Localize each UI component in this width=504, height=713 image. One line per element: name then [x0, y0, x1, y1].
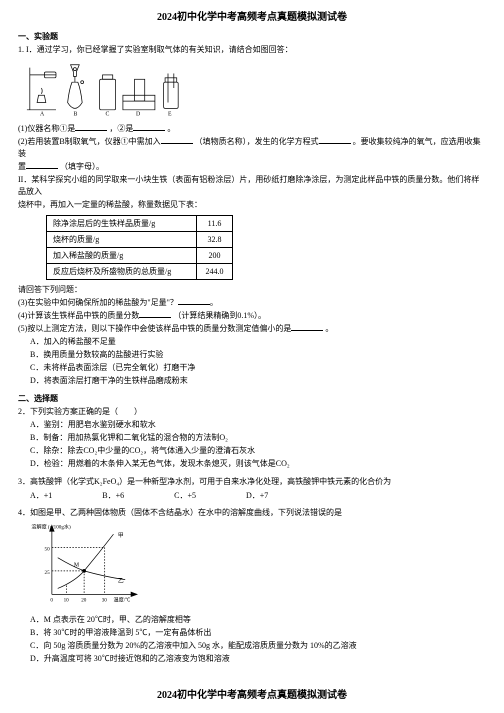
q1-3-text: (3)在实验中如何确保所加的稀盐酸为"足量"？ — [18, 298, 178, 307]
q1-part2: (2)若用装置B制取氧气，仪器①中需加入 （填物质名称），发生的化学方程式 。要… — [18, 136, 486, 160]
section-2-title: 二、选择题 — [18, 393, 486, 404]
ytick-50: 50 — [45, 546, 51, 552]
label-e: E — [168, 112, 172, 118]
solubility-chart: 溶解度 (g/100g水) 50 25 10 20 30 温度/℃ M 甲 乙 … — [30, 521, 150, 609]
q4-opt-b: B．将 30℃时的甲溶液降温到 5℃，一定有晶体析出 — [30, 627, 486, 639]
blank — [139, 310, 171, 318]
q4-opt-d: D．升高温度可将 30℃时接近饱和的乙溶液变为饱和溶液 — [30, 653, 486, 665]
q3-opt-b: B．+6 — [102, 490, 124, 501]
q1-5-opt-b: B．换用质量分数较高的盐酸进行实验 — [30, 349, 486, 361]
page-footer: 2024初中化学中考高频考点真题模拟测试卷 — [0, 686, 504, 701]
apparatus-figure: A B C D E — [24, 58, 184, 118]
ylabel: 溶解度 (g/100g水) — [31, 522, 71, 530]
q2-opt-a: A．鉴别：用肥皂水鉴别硬水和软水 — [30, 419, 486, 431]
q3-opt-d: D．+7 — [246, 490, 268, 501]
series-jia: 甲 — [118, 532, 124, 539]
table-row: 烧杯的质量/g32.8 — [47, 232, 233, 248]
label-c: C — [105, 112, 109, 118]
q1-3: (3)在实验中如何确保所加的稀盐酸为"足量"？。 — [18, 297, 486, 309]
table-row: 除净涂层后的生铁样品质量/g11.6 — [47, 216, 233, 232]
data-table: 除净涂层后的生铁样品质量/g11.6 烧杯的质量/g32.8 加入稀盐酸的质量/… — [46, 215, 233, 280]
q3-options-row: A．+1 B．+6 C．+5 D．+7 — [30, 490, 486, 501]
q1-4a: (4)计算该生铁样品中铁的质量分数 — [18, 311, 139, 320]
q3-opt-a: A．+1 — [30, 490, 52, 501]
q1-4b: （计算结果精确到0.1%）。 — [173, 311, 266, 320]
cell-value: 200 — [197, 248, 233, 264]
section-1-title: 一、实验题 — [18, 31, 486, 42]
q1-II: II．某科学探究小组的同学取来一小块生铁（表面有铝粉涂层）片，用砂纸打磨除净涂层… — [18, 174, 486, 198]
xtick-20: 20 — [81, 598, 87, 604]
xtick-10: 10 — [64, 598, 70, 604]
q1p1b: ，②是 — [109, 124, 133, 133]
q1-4: (4)计算该生铁样品中铁的质量分数 （计算结果精确到0.1%）。 — [18, 310, 486, 322]
q1-part2b: 置 （填字母）。 — [18, 161, 486, 173]
q2-opt-c: C．除杂：除去CO₂中少量的CO₂，将气体通入少量的澄清石灰水 — [30, 445, 486, 457]
page-title: 2024初中化学中考高频考点真题模拟测试卷 — [18, 8, 486, 23]
series-yi: 乙 — [118, 578, 124, 585]
q1p1c: 。 — [167, 124, 175, 133]
xlabel: 温度/℃ — [113, 596, 130, 604]
q1-5-end: 。 — [325, 324, 333, 333]
ytick-25: 25 — [45, 570, 51, 576]
blank — [291, 323, 323, 331]
blank — [178, 297, 210, 305]
blank — [161, 136, 193, 144]
q3-stem: 3．高铁酸钾（化学式K₂FeO₄）是一种新型净水剂，可用于自来水净化处理，高铁酸… — [18, 476, 486, 488]
blank — [133, 123, 165, 131]
cell-value: 11.6 — [197, 216, 233, 232]
table-row: 加入稀盐酸的质量/g200 — [47, 248, 233, 264]
q2-opt-d: D．检验：用燃着的木条伸入某无色气体，发现木条熄灭，则该气体是CO₂ — [30, 458, 486, 470]
label-d: D — [136, 112, 140, 118]
blank — [319, 136, 351, 144]
q1-after1: 请回答下列问题： — [18, 284, 486, 296]
q1-intro: 1. I．通过学习，你已经掌握了实验室制取气体的有关知识，请结合如图回答： — [18, 44, 486, 56]
q1-5-opt-d: D．将表面涂层打磨干净的生铁样品磨成粉末 — [30, 375, 486, 387]
cell-label: 烧杯的质量/g — [47, 232, 197, 248]
q1p2e: （填字母）。 — [60, 162, 104, 171]
q4-stem: 4．如图是甲、乙两种固体物质（固体不含结晶水）在水中的溶解度曲线，下列说法错误的… — [18, 507, 486, 519]
cell-label: 反应后烧杯及所盛物质的总质量/g — [47, 264, 197, 280]
q1-5-text: (5)按以上测定方法，则以下操作中会使该样品中铁的质量分数测定值偏小的是 — [18, 324, 291, 333]
xtick-30: 30 — [102, 598, 108, 604]
q4-opt-a: A．M 点表示在 20℃时，甲、乙的溶解度相等 — [30, 614, 486, 626]
q1-5-opt-c: C．未将样品表面涂层（已完全氧化）打磨干净 — [30, 362, 486, 374]
label-b: B — [73, 112, 77, 118]
point-m-label: M — [74, 562, 80, 568]
q3-opt-c: C．+5 — [174, 490, 196, 501]
blank — [75, 123, 107, 131]
q1p1a: (1)仪器名称①是 — [18, 124, 75, 133]
q1-5-opt-a: A．加入的稀盐酸不足量 — [30, 336, 486, 348]
q2-stem: 2．下列实验方案正确的是（ ） — [18, 406, 486, 418]
q1p2b: （填物质名称），发生的化学方程式 — [195, 137, 319, 146]
cell-label: 加入稀盐酸的质量/g — [47, 248, 197, 264]
cell-value: 244.0 — [197, 264, 233, 280]
q2-opt-b: B．制备：用加热氯化钾和二氧化锰的混合物的方法制O₂ — [30, 432, 486, 444]
q1p2d: 置 — [18, 162, 26, 171]
origin-0: 0 — [50, 598, 53, 604]
q1-part1: (1)仪器名称①是 ，②是 。 — [18, 123, 486, 135]
cell-label: 除净涂层后的生铁样品质量/g — [47, 216, 197, 232]
q1p2a: (2)若用装置B制取氧气，仪器①中需加入 — [18, 137, 161, 146]
label-a: A — [40, 112, 45, 118]
blank — [26, 161, 58, 169]
table-row: 反应后烧杯及所盛物质的总质量/g244.0 — [47, 264, 233, 280]
q1-IIb: 烧杯中，再加入一定量的稀盐酸，称量数据见下表： — [18, 199, 486, 211]
cell-value: 32.8 — [197, 232, 233, 248]
q1-5: (5)按以上测定方法，则以下操作中会使该样品中铁的质量分数测定值偏小的是 。 — [18, 323, 486, 335]
q4-opt-c: C．向 50g 溶质质量分数为 20%的乙溶液中加入 50g 水，能配成溶质质量… — [30, 640, 486, 652]
